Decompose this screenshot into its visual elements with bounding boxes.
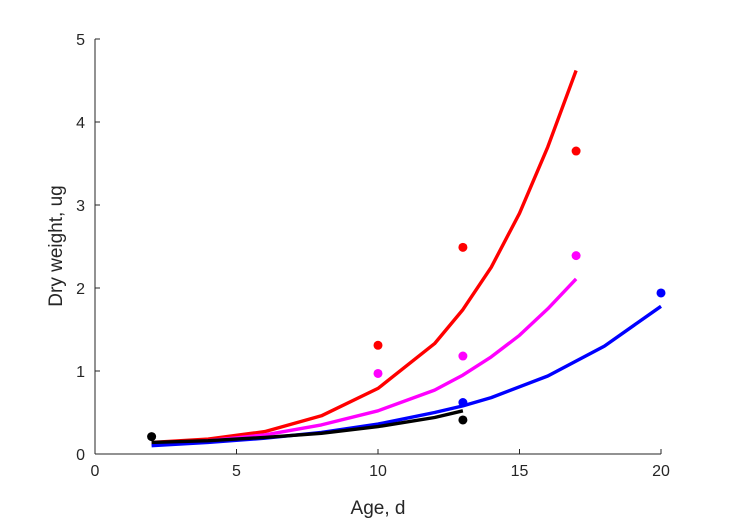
series-1-point-1 (373, 340, 383, 350)
y-tick-label: 1 (76, 364, 85, 381)
series-1-point-3 (571, 146, 581, 156)
series-3-point-2 (656, 288, 666, 298)
x-tick-label: 10 (369, 463, 387, 480)
x-tick-label: 20 (652, 463, 670, 480)
y-tick-label: 0 (76, 447, 85, 464)
y-tick-label: 3 (76, 198, 85, 215)
x-axis-label: Age, d (351, 498, 406, 519)
series-4 (147, 409, 468, 445)
series-3-point-1 (458, 398, 468, 408)
y-tick-label: 5 (76, 32, 85, 49)
series-2-point-2 (458, 351, 468, 361)
series-4-point-2 (458, 415, 468, 425)
y-axis-label: Dry weight, ug (46, 185, 67, 306)
y-tick-label: 2 (76, 281, 85, 298)
series-1-point-2 (458, 242, 468, 252)
x-tick-label: 15 (511, 463, 529, 480)
series-3-fit-line (151, 304, 662, 448)
y-tick-label: 4 (76, 115, 85, 132)
series-2 (151, 251, 581, 446)
x-tick-label: 0 (91, 463, 100, 480)
series-4-fit-line (151, 409, 464, 445)
series-2-fit-line (151, 277, 578, 446)
plot-marks (147, 69, 666, 448)
series-2-point-1 (373, 368, 383, 378)
series-1 (151, 69, 581, 445)
ticks: 0 5 10 15 20 0 1 2 3 4 5 (76, 32, 670, 480)
series-1-fit-line (151, 69, 578, 445)
x-tick-label: 5 (232, 463, 241, 480)
series-2-point-3 (571, 251, 581, 261)
axes (94, 39, 661, 455)
series-4-point-1 (147, 432, 157, 442)
